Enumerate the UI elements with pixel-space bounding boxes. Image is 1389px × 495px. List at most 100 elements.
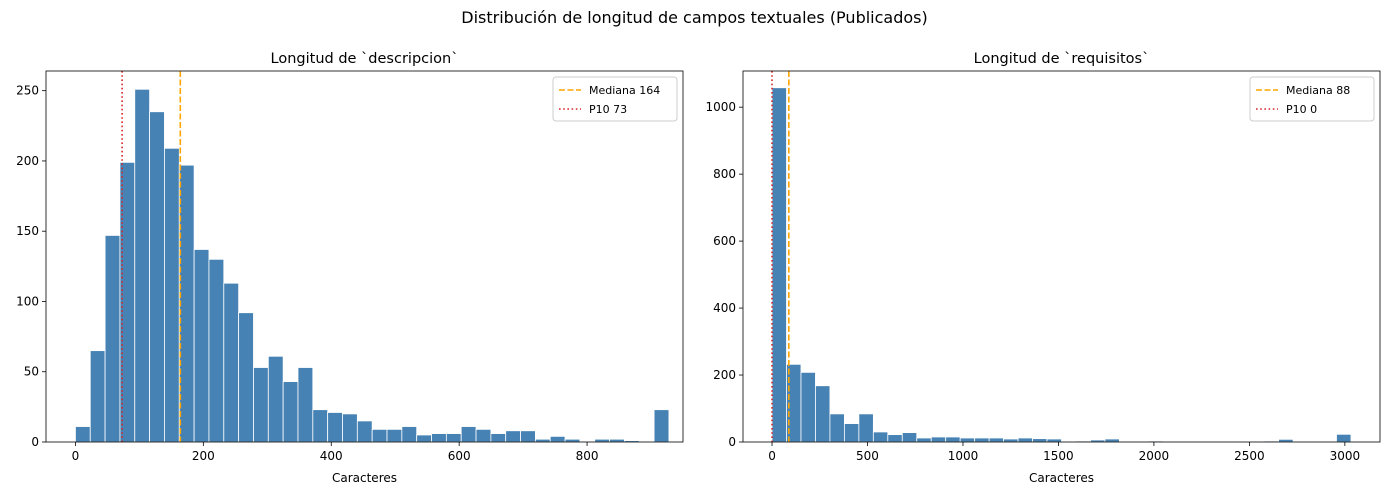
histogram-bar [401, 426, 418, 443]
y-tick-label: 0 [728, 435, 736, 449]
histogram-bar [312, 409, 329, 443]
axes-frame [45, 70, 684, 443]
legend-entry: P10 73 [589, 103, 627, 116]
histogram-bar [149, 111, 165, 443]
histogram-bar [104, 235, 121, 443]
histogram-bar [386, 428, 403, 443]
histogram-bar [1104, 438, 1120, 443]
x-tick-label: 0 [768, 449, 776, 463]
y-tick-label: 400 [713, 301, 736, 315]
histogram-bar [178, 164, 195, 443]
histogram-bar [653, 409, 670, 443]
x-tick-label: 1000 [948, 449, 979, 463]
histogram-bar [416, 434, 432, 443]
histogram-bar [843, 423, 860, 443]
histogram-bar [475, 428, 492, 443]
histogram-bar [930, 436, 947, 443]
x-tick-label: 2000 [1139, 449, 1170, 463]
y-tick-label: 200 [713, 368, 736, 382]
histogram-bar [327, 412, 343, 443]
chart-panel-descripcion: Longitud de `descripcion` 0 200 400 600 800 0 5… [16, 51, 684, 485]
x-tick-label: 0 [72, 449, 80, 463]
y-tick-label: 800 [713, 167, 736, 181]
histogram-bar [594, 438, 610, 443]
chart-panel-requisitos: Longitud de `requisitos`0 500 1000 1500 2000… [705, 51, 1381, 485]
y-tick-label: 100 [16, 294, 39, 308]
y-tick-label: 0 [31, 435, 39, 449]
histogram-bar [89, 350, 106, 443]
histogram-bar [193, 249, 210, 443]
histogram-bar [75, 426, 91, 443]
x-tick-label: 800 [576, 449, 599, 463]
histogram-bar [356, 420, 373, 443]
histogram-bar [1032, 438, 1048, 443]
histogram-bar [238, 312, 254, 443]
histogram-bar [534, 438, 551, 443]
x-tick-label: 500 [856, 449, 879, 463]
legend: Mediana 164 P10 73 [552, 76, 678, 122]
x-axis-label: Caracteres [1029, 471, 1094, 485]
x-tick-label: 2500 [1234, 449, 1265, 463]
axes-frame [742, 70, 1381, 443]
legend: Mediana 88 P10 0 [1249, 76, 1375, 122]
histogram-bar [988, 437, 1005, 443]
histogram-bar [815, 385, 831, 443]
histogram-bar [916, 437, 932, 443]
histogram-bar [901, 432, 918, 443]
histogram-bar [460, 426, 477, 443]
legend-box [1249, 76, 1375, 122]
x-tick-label: 3000 [1330, 449, 1361, 463]
histogram-bar [564, 438, 581, 443]
chart-title: Longitud de `descripcion` [271, 51, 459, 67]
x-tick-label: 400 [320, 449, 343, 463]
histogram-bar [253, 367, 269, 443]
histogram-bar [342, 413, 358, 443]
histogram-bar [887, 434, 903, 443]
x-axis-label: Caracteres [332, 471, 397, 485]
histogram-bar [223, 282, 240, 443]
histogram-bar [490, 433, 507, 443]
histogram-bar [297, 367, 314, 443]
legend-entry: P10 0 [1286, 103, 1317, 116]
histogram-bar [800, 371, 816, 443]
histogram-bar [371, 428, 388, 443]
x-tick-label: 1500 [1043, 449, 1074, 463]
histogram-bar [431, 433, 447, 443]
histogram-bar [549, 435, 566, 443]
histogram-bar [520, 430, 536, 443]
histogram-bar [445, 433, 462, 443]
histogram-bar [1278, 438, 1294, 443]
histogram-bar [829, 413, 845, 443]
histogram-bar [208, 258, 225, 443]
histogram-bar [872, 431, 889, 443]
histogram-bar [164, 147, 180, 443]
y-tick-label: 600 [713, 234, 736, 248]
histogram-bar [609, 438, 625, 443]
y-tick-label: 200 [16, 154, 39, 168]
x-tick-label: 600 [448, 449, 471, 463]
legend-entry: Mediana 88 [1286, 84, 1350, 97]
y-tick-label: 250 [16, 84, 39, 98]
histogram-bar [267, 355, 284, 443]
histogram-bar [1046, 438, 1062, 443]
histogram-bar [282, 381, 299, 443]
histogram-bar [959, 437, 976, 443]
x-tick-label: 200 [192, 449, 215, 463]
y-tick-label: 50 [24, 365, 39, 379]
legend-entry: Mediana 164 [589, 84, 660, 97]
histogram-bar [945, 436, 961, 443]
histogram-bar [771, 87, 787, 443]
figure-suptitle: Distribución de longitud de campos textu… [461, 8, 927, 27]
histogram-bar [858, 413, 874, 443]
y-tick-label: 1000 [705, 100, 736, 114]
histogram-bar [505, 430, 521, 443]
histogram-bar [974, 437, 990, 443]
legend-box [552, 76, 678, 122]
y-tick-label: 150 [16, 224, 39, 238]
histogram-bar [1336, 433, 1352, 443]
chart-title: Longitud de `requisitos` [974, 51, 1150, 67]
histogram-bar [1003, 438, 1019, 443]
histogram-bar [1017, 437, 1033, 443]
histogram-bar [134, 88, 151, 443]
